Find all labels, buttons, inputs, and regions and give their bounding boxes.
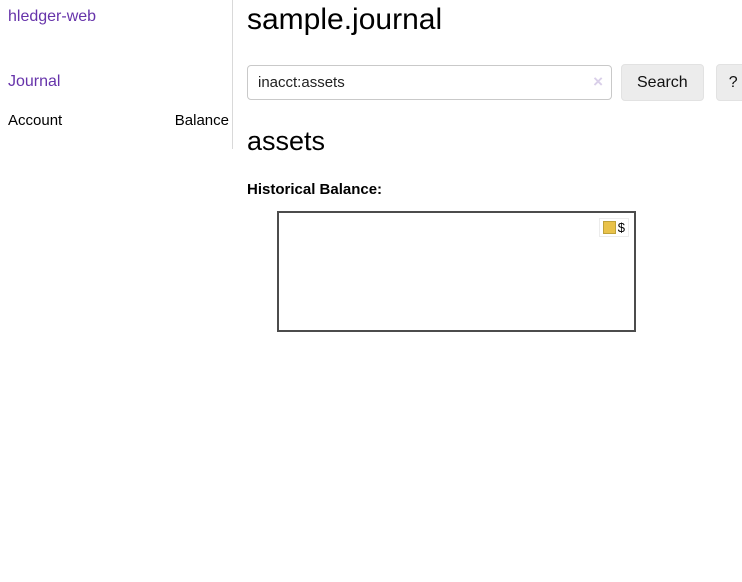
legend-swatch — [602, 221, 616, 234]
chart-legend: $ — [598, 218, 629, 237]
chart-canvas — [279, 213, 634, 330]
chart-plot-area: $ — [277, 211, 636, 332]
balance-chart: $ — [247, 211, 742, 356]
legend-label: $ — [617, 220, 625, 235]
clear-search-icon[interactable]: × — [593, 72, 603, 91]
accounts-table: Account Balance — [8, 112, 229, 135]
search-input[interactable] — [247, 65, 612, 100]
page-title: sample.journal — [247, 3, 443, 36]
accounts-header-row: Account Balance — [8, 112, 229, 135]
search-form: × Search ? — [247, 64, 742, 101]
account-column-header: Account — [8, 112, 63, 129]
chart-heading: Historical Balance: — [247, 181, 383, 198]
app-title-link[interactable]: hledger-web — [8, 8, 97, 25]
main-content: sample.journal × Search ? assets Histori… — [233, 0, 742, 375]
help-button[interactable]: ? — [715, 64, 742, 101]
account-heading: assets — [247, 126, 326, 156]
balance-column-header: Balance — [174, 112, 229, 129]
journal-link[interactable]: Journal — [8, 73, 61, 90]
search-button[interactable]: Search — [621, 64, 704, 101]
sidebar: hledger-web Journal Account Balance — [0, 0, 233, 149]
